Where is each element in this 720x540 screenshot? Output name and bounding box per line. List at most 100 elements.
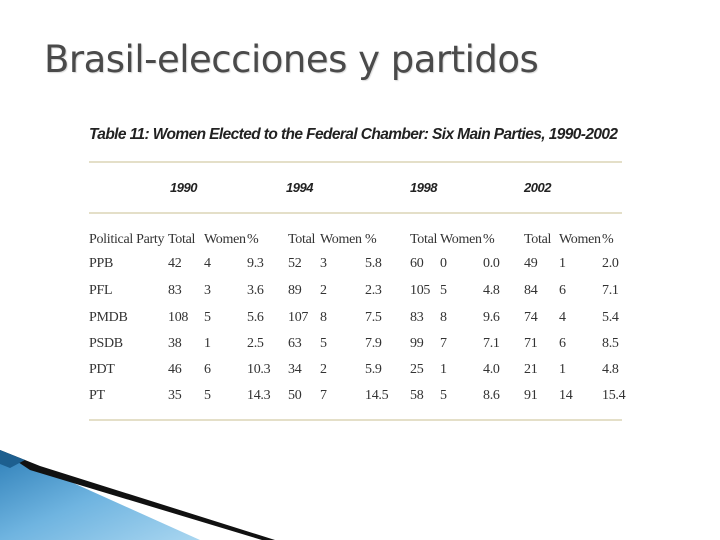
table-cell-women-1998: 5 bbox=[440, 283, 447, 298]
party-name: PPB bbox=[89, 256, 114, 271]
column-header-women-1994: Women bbox=[320, 232, 362, 247]
table-cell-women-2002: 6 bbox=[559, 283, 566, 298]
table-cell-pct-1998: 4.8 bbox=[483, 283, 500, 298]
table-cell-women-2002: 1 bbox=[559, 362, 566, 377]
table-cell-pct-2002: 2.0 bbox=[602, 256, 619, 271]
column-header-women-1990: Women bbox=[204, 232, 246, 247]
table-cell-pct-1990: 10.3 bbox=[247, 362, 271, 377]
table-cell-total-1998: 99 bbox=[410, 336, 424, 351]
table-cell-total-2002: 84 bbox=[524, 283, 538, 298]
column-header-party: Political Party bbox=[89, 232, 165, 247]
table-cell-pct-1998: 9.6 bbox=[483, 310, 500, 325]
table-cell-total-1998: 58 bbox=[410, 388, 424, 403]
table-cell-total-1998: 60 bbox=[410, 256, 424, 271]
party-name: PDT bbox=[89, 362, 115, 377]
table-cell-total-2002: 71 bbox=[524, 336, 538, 351]
table-cell-total-1994: 50 bbox=[288, 388, 302, 403]
table-header-rule bbox=[89, 212, 622, 214]
table-cell-pct-2002: 15.4 bbox=[602, 388, 626, 403]
table-cell-pct-1994: 2.3 bbox=[365, 283, 382, 298]
table-cell-women-1998: 8 bbox=[440, 310, 447, 325]
year-header-1998: 1998 bbox=[410, 180, 437, 195]
table-cell-total-1994: 89 bbox=[288, 283, 302, 298]
column-header-pct-1998: % bbox=[483, 232, 495, 247]
table-cell-total-2002: 21 bbox=[524, 362, 538, 377]
year-header-1990: 1990 bbox=[170, 180, 197, 195]
table-cell-pct-1994: 14.5 bbox=[365, 388, 389, 403]
table-cell-women-1990: 3 bbox=[204, 283, 211, 298]
table-cell-total-1994: 34 bbox=[288, 362, 302, 377]
table-caption: Table 11: Women Elected to the Federal C… bbox=[89, 126, 618, 143]
table-cell-women-1994: 2 bbox=[320, 362, 327, 377]
table-cell-pct-1990: 2.5 bbox=[247, 336, 264, 351]
table-bottom-rule bbox=[89, 419, 622, 421]
table-cell-pct-2002: 8.5 bbox=[602, 336, 619, 351]
table-cell-total-1990: 38 bbox=[168, 336, 182, 351]
table-cell-total-1998: 83 bbox=[410, 310, 424, 325]
table-cell-pct-2002: 4.8 bbox=[602, 362, 619, 377]
table-cell-pct-1994: 5.8 bbox=[365, 256, 382, 271]
table-cell-pct-1990: 9.3 bbox=[247, 256, 264, 271]
dark-blue-accent bbox=[0, 450, 25, 468]
table-cell-total-1998: 25 bbox=[410, 362, 424, 377]
table-cell-women-2002: 1 bbox=[559, 256, 566, 271]
table-cell-women-1990: 6 bbox=[204, 362, 211, 377]
column-header-total-2002: Total bbox=[524, 232, 552, 247]
table-top-rule bbox=[89, 161, 622, 163]
table-cell-pct-2002: 5.4 bbox=[602, 310, 619, 325]
table-cell-women-1998: 7 bbox=[440, 336, 447, 351]
table-cell-pct-1998: 8.6 bbox=[483, 388, 500, 403]
party-name: PSDB bbox=[89, 336, 123, 351]
table-cell-total-1998: 105 bbox=[410, 283, 431, 298]
column-header-pct-1994: % bbox=[365, 232, 377, 247]
table-cell-total-1990: 46 bbox=[168, 362, 182, 377]
party-name: PT bbox=[89, 388, 105, 403]
table-cell-pct-1990: 5.6 bbox=[247, 310, 264, 325]
table-cell-women-1990: 5 bbox=[204, 388, 211, 403]
table-cell-total-1990: 35 bbox=[168, 388, 182, 403]
party-name: PMDB bbox=[89, 310, 128, 325]
table-cell-total-1990: 83 bbox=[168, 283, 182, 298]
table-cell-total-1990: 42 bbox=[168, 256, 182, 271]
party-name: PFL bbox=[89, 283, 113, 298]
table-cell-total-1994: 63 bbox=[288, 336, 302, 351]
table-cell-pct-1994: 7.5 bbox=[365, 310, 382, 325]
table-cell-pct-1998: 4.0 bbox=[483, 362, 500, 377]
table-cell-total-1994: 52 bbox=[288, 256, 302, 271]
table-cell-total-1994: 107 bbox=[288, 310, 309, 325]
table-cell-total-2002: 49 bbox=[524, 256, 538, 271]
table-cell-pct-1994: 7.9 bbox=[365, 336, 382, 351]
column-header-women-2002: Women bbox=[559, 232, 601, 247]
table-cell-total-1990: 108 bbox=[168, 310, 189, 325]
table-cell-women-1994: 3 bbox=[320, 256, 327, 271]
table-cell-women-1998: 0 bbox=[440, 256, 447, 271]
column-header-total-1990: Total bbox=[168, 232, 196, 247]
table-cell-women-1990: 5 bbox=[204, 310, 211, 325]
table-cell-pct-1990: 3.6 bbox=[247, 283, 264, 298]
column-header-total-1998: Total bbox=[410, 232, 438, 247]
table-cell-women-1998: 1 bbox=[440, 362, 447, 377]
column-header-women-1998: Women bbox=[440, 232, 482, 247]
year-header-2002: 2002 bbox=[524, 180, 551, 195]
table-cell-pct-2002: 7.1 bbox=[602, 283, 619, 298]
table-cell-total-2002: 74 bbox=[524, 310, 538, 325]
table-cell-pct-1998: 0.0 bbox=[483, 256, 500, 271]
table-cell-women-1994: 5 bbox=[320, 336, 327, 351]
corner-decoration bbox=[0, 450, 275, 540]
year-header-1994: 1994 bbox=[286, 180, 313, 195]
column-header-pct-2002: % bbox=[602, 232, 614, 247]
table-cell-pct-1990: 14.3 bbox=[247, 388, 271, 403]
table-cell-women-2002: 4 bbox=[559, 310, 566, 325]
slide-title: Brasil-elecciones y partidos bbox=[44, 38, 539, 81]
table-cell-women-1994: 8 bbox=[320, 310, 327, 325]
column-header-total-1994: Total bbox=[288, 232, 316, 247]
table-cell-women-1990: 4 bbox=[204, 256, 211, 271]
table-cell-pct-1998: 7.1 bbox=[483, 336, 500, 351]
table-cell-women-2002: 6 bbox=[559, 336, 566, 351]
column-header-pct-1990: % bbox=[247, 232, 259, 247]
table-cell-women-1990: 1 bbox=[204, 336, 211, 351]
table-cell-women-1994: 2 bbox=[320, 283, 327, 298]
table-cell-total-2002: 91 bbox=[524, 388, 538, 403]
table-cell-women-1998: 5 bbox=[440, 388, 447, 403]
table-cell-women-2002: 14 bbox=[559, 388, 573, 403]
